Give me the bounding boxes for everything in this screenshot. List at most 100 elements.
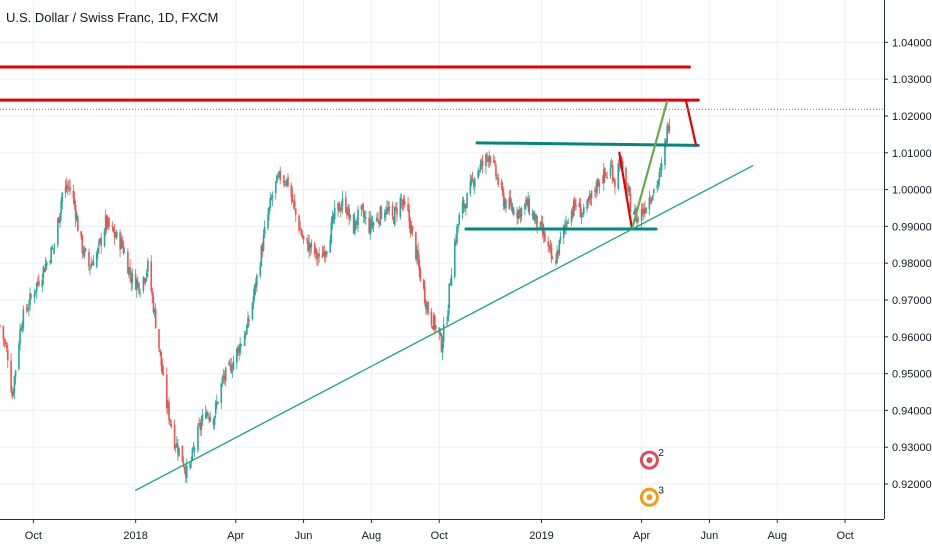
candle-up — [349, 214, 352, 218]
candle-down — [431, 326, 434, 330]
candle-up — [441, 343, 444, 353]
y-axis[interactable]: 1.04000 1.03000 1.02000 1.01000 1.00000 0.990… — [884, 37, 932, 491]
candle-up — [447, 309, 449, 322]
candle-down — [122, 245, 125, 254]
candle-up — [448, 283, 451, 309]
candle-down — [629, 193, 632, 212]
candle-down — [152, 296, 155, 313]
candle-down — [300, 229, 303, 236]
candle-down — [401, 203, 404, 206]
candle-down — [378, 221, 380, 224]
event-badge-3[interactable]: 3 — [639, 485, 664, 507]
candle-up — [50, 247, 52, 264]
candle-up — [267, 214, 269, 229]
candle-down — [309, 244, 312, 249]
candle-up — [104, 215, 107, 231]
candle-up — [383, 213, 386, 218]
candle-down — [82, 250, 85, 254]
candle-down — [284, 183, 287, 185]
candle-up — [236, 348, 238, 363]
candle-up — [322, 251, 325, 256]
y-tick-label: 1.03000 — [892, 74, 932, 86]
candle-up — [363, 216, 366, 219]
candle-up — [243, 335, 246, 346]
candle-down — [160, 351, 163, 366]
candle-up — [326, 251, 328, 254]
candle-up — [49, 261, 51, 263]
candle-up — [308, 242, 310, 252]
candle-down — [293, 201, 296, 208]
candle-down — [207, 413, 209, 415]
candle-down — [597, 179, 600, 187]
candle-down — [292, 200, 295, 203]
candle-down — [532, 212, 535, 221]
candle-down — [408, 209, 410, 222]
drawing-line-4[interactable] — [135, 164, 754, 491]
candle-up — [580, 214, 583, 218]
candle-up — [504, 201, 506, 209]
candle-up — [488, 155, 491, 162]
candle-down — [30, 295, 32, 297]
candle-up — [19, 329, 21, 346]
candle-up — [570, 210, 573, 223]
drawing-line-6[interactable] — [631, 100, 669, 228]
candle-down — [455, 239, 457, 243]
candle-down — [433, 315, 436, 330]
candle-down — [10, 360, 12, 392]
candle-down — [69, 187, 71, 191]
candle-up — [59, 213, 61, 224]
candle-down — [290, 184, 293, 197]
candle-down — [626, 189, 628, 191]
candle-down — [88, 251, 90, 268]
y-tick-label: 0.99000 — [892, 221, 932, 233]
candle-up — [659, 169, 662, 171]
y-tick-label: 0.93000 — [892, 442, 932, 454]
candle-down — [605, 174, 607, 176]
candle-down — [80, 231, 82, 237]
candle-down — [368, 217, 370, 233]
candle-up — [318, 253, 320, 257]
candle-down — [25, 307, 28, 310]
candle-down — [217, 401, 219, 404]
candles — [0, 118, 671, 484]
candle-down — [391, 205, 394, 216]
candle-up — [442, 324, 445, 343]
candle-up — [97, 248, 99, 254]
candle-up — [239, 343, 241, 354]
candle-up — [508, 198, 511, 209]
drawing-line-5[interactable] — [618, 151, 633, 228]
candle-up — [57, 219, 59, 245]
candle-up — [657, 180, 660, 186]
candle-up — [395, 206, 397, 208]
candle-up — [668, 126, 671, 131]
candle-up — [534, 216, 536, 222]
drawing-line-7[interactable] — [684, 100, 698, 147]
x-axis[interactable]: Oct 2018 Apr Jun Aug Oct 2019 Apr Jun Aug Oct — [25, 519, 854, 542]
candle-down — [114, 235, 117, 238]
candle-up — [357, 209, 359, 226]
candle-up — [13, 376, 16, 393]
candle-up — [64, 186, 67, 193]
candle-down — [419, 268, 422, 281]
candle-up — [28, 306, 30, 309]
candle-down — [362, 209, 365, 217]
candle-down — [625, 168, 627, 192]
candle-down — [323, 251, 326, 258]
candle-up — [135, 280, 138, 291]
event-badge-2[interactable]: 2 — [639, 448, 664, 470]
candle-down — [182, 461, 185, 467]
candle-up — [20, 328, 22, 331]
candle-up — [144, 278, 147, 283]
candle-up — [53, 245, 56, 247]
candle-up — [658, 172, 661, 181]
candle-down — [494, 160, 496, 164]
x-tick-label: Jun — [701, 530, 719, 542]
candle-up — [193, 448, 196, 450]
candle-up — [206, 411, 208, 419]
drawing-line-2[interactable] — [475, 141, 700, 147]
candle-down — [589, 194, 592, 198]
candle-down — [361, 204, 364, 209]
candle-down — [261, 247, 264, 252]
candle-up — [524, 204, 526, 210]
